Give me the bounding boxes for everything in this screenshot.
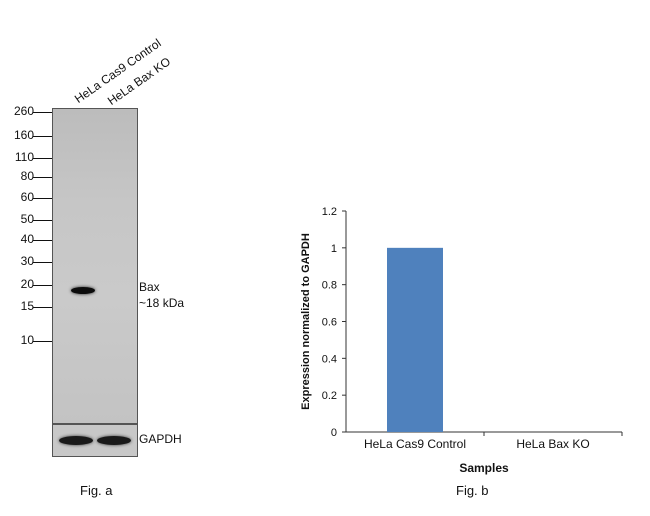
gapdh-band-control [59,436,93,445]
mw-marker-tick [33,220,55,221]
mw-marker-tick [33,262,55,263]
y-tick-label: 0.6 [322,317,337,329]
figure-label-a: Fig. a [80,483,113,498]
x-axis-title: Samples [459,461,509,475]
mw-marker-tick [33,177,55,178]
mw-marker-label: 20 [20,277,34,291]
mw-marker-label: 15 [20,299,34,313]
mw-marker-tick [33,307,55,308]
x-tick-label: HeLa Cas9 Control [364,437,466,451]
mw-marker-tick [33,112,55,113]
band-label-size: ~18 kDa [139,296,185,310]
y-tick-label: 1.2 [322,206,337,218]
y-tick-label: 0.2 [322,390,337,402]
mw-marker-label: 50 [20,212,34,226]
mw-marker-tick [33,136,55,137]
mw-marker-tick [33,198,55,199]
mw-marker-label: 40 [20,232,34,246]
mw-marker-label: 60 [20,190,34,204]
mw-marker-label: 10 [20,333,34,347]
mw-marker-label: 30 [20,254,34,268]
mw-marker-label: 160 [13,128,34,142]
mw-marker-label: 110 [14,150,34,164]
y-tick-label: 0.8 [322,280,337,292]
y-axis-title: Expression normalized to GAPDH [300,233,312,410]
mw-marker-label: 80 [20,169,34,183]
mw-marker-tick [33,341,55,342]
blot-membrane [52,108,138,424]
bar [387,247,443,432]
mw-marker-tick [33,285,55,286]
y-tick-label: 0 [331,427,337,439]
band-label-name: Bax [139,280,160,294]
mw-marker-label: 260 [13,104,34,118]
gapdh-membrane [52,424,138,457]
y-tick-label: 0.4 [322,353,337,365]
mw-marker-tick [33,158,55,159]
figure-label-b: Fig. b [456,483,489,498]
gapdh-band-ko [97,436,131,445]
x-tick-label: HeLa Bax KO [516,437,589,451]
y-tick-label: 1 [331,243,337,255]
loading-control-label: GAPDH [139,432,182,446]
mw-marker-tick [33,240,55,241]
bax-band [71,287,95,294]
